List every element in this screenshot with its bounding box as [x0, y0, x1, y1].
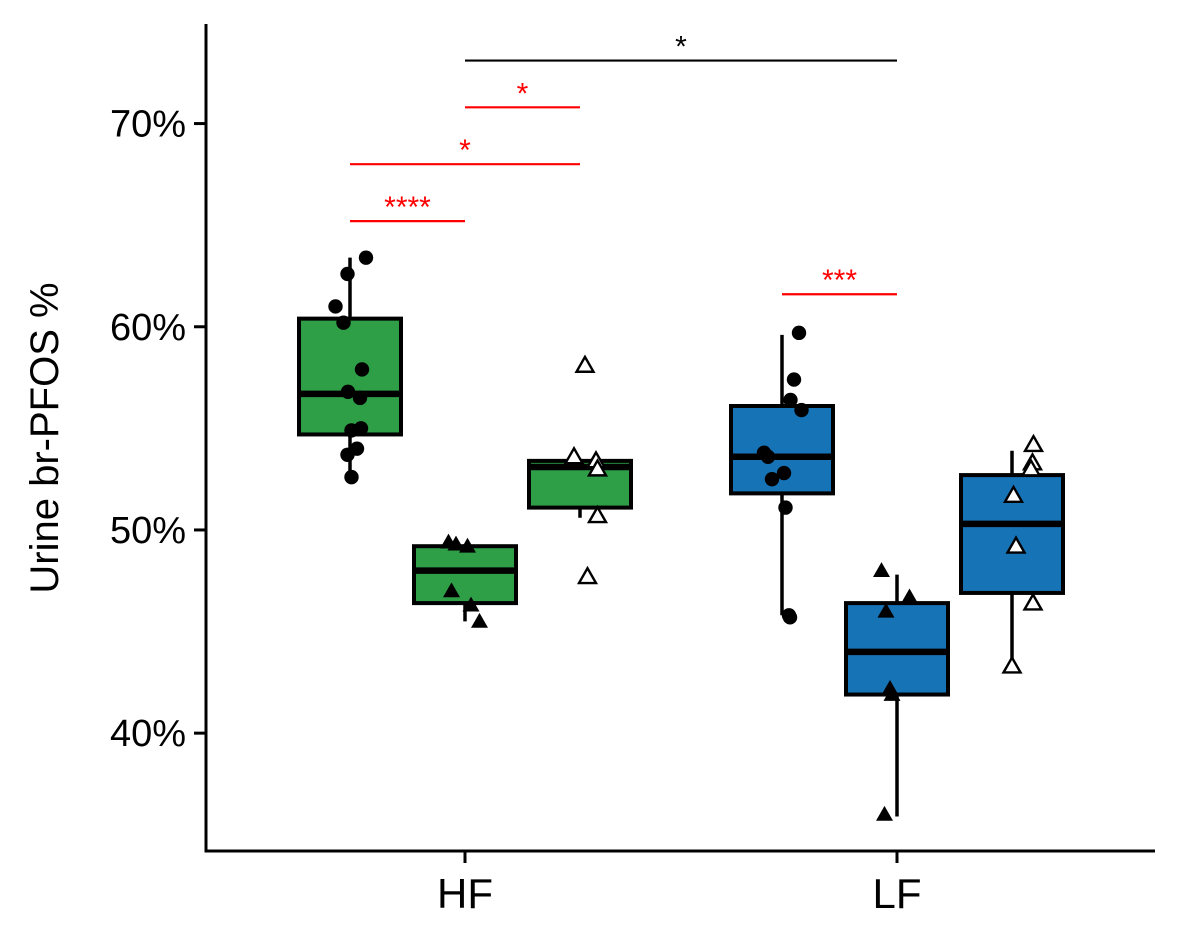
y-tick-label: 40% — [110, 713, 186, 755]
x-ticks: HF LF — [437, 851, 922, 917]
data-point — [877, 602, 895, 618]
points-lf-2 — [873, 562, 918, 821]
points-lf-1 — [756, 325, 809, 625]
data-point — [563, 445, 585, 465]
data-point — [783, 392, 798, 408]
significance-label: * — [459, 134, 471, 167]
data-point — [791, 325, 807, 341]
data-point — [344, 469, 359, 485]
data-point — [786, 372, 802, 387]
box — [297, 316, 403, 437]
data-point — [1001, 655, 1023, 674]
y-tick-label: 70% — [110, 104, 186, 146]
data-point — [1022, 433, 1045, 453]
points-hf-2 — [440, 533, 488, 628]
data-point — [358, 250, 374, 265]
data-point — [1002, 484, 1025, 503]
y-tick-label: 60% — [110, 307, 186, 349]
data-point — [471, 612, 488, 628]
data-point — [794, 402, 809, 418]
significance-bracket: * — [350, 134, 580, 167]
data-point — [447, 535, 465, 551]
points-hf-1 — [328, 250, 374, 485]
y-axis-label: Urine br-PFOS % — [23, 282, 67, 593]
data-point — [586, 458, 609, 477]
data-point — [352, 390, 368, 406]
y-tick-label: 50% — [110, 510, 186, 552]
data-point — [586, 504, 609, 524]
data-point — [778, 500, 793, 515]
significance-label: * — [517, 77, 529, 110]
x-tick-label-lf: LF — [872, 870, 921, 917]
data-point — [353, 421, 369, 436]
box-group-hf-3 — [527, 458, 633, 518]
data-point — [883, 686, 901, 701]
data-point — [576, 565, 599, 585]
data-point — [340, 447, 355, 462]
points-layer — [328, 250, 1045, 821]
x-tick-label-hf: HF — [437, 870, 493, 917]
data-point — [901, 588, 918, 604]
significance-layer: ********** — [350, 31, 897, 297]
box-group-hf-1 — [297, 257, 403, 474]
data-point — [459, 537, 476, 553]
data-point — [1005, 535, 1027, 554]
data-point — [760, 449, 776, 465]
axes-layer: 40% 50% 60% 70% HF LF — [110, 24, 1155, 917]
box-group-lf-2 — [844, 574, 950, 817]
data-point — [354, 362, 370, 377]
points-hf-3 — [563, 354, 609, 585]
box-group-lf-3 — [959, 450, 1065, 669]
significance-bracket: *** — [782, 264, 897, 297]
data-point — [328, 299, 343, 314]
data-point — [1022, 592, 1044, 611]
data-point — [462, 596, 480, 612]
data-point — [443, 582, 460, 598]
boxes-layer — [297, 257, 1065, 817]
data-point — [336, 315, 351, 330]
data-point — [873, 562, 890, 577]
significance-bracket: * — [465, 77, 580, 110]
data-point — [574, 354, 596, 373]
data-point — [782, 610, 798, 625]
significance-label: **** — [384, 191, 431, 224]
significance-bracket: **** — [350, 191, 465, 224]
points-lf-3 — [1001, 433, 1045, 674]
significance-label: *** — [822, 264, 857, 297]
data-point — [764, 471, 780, 487]
box — [729, 404, 835, 496]
box-group-hf-2 — [412, 544, 518, 622]
data-point — [340, 384, 356, 399]
significance-label: * — [675, 31, 687, 64]
data-point — [876, 805, 893, 821]
y-ticks: 40% 50% 60% 70% — [110, 104, 206, 755]
data-point — [1020, 458, 1042, 477]
significance-bracket: * — [465, 31, 897, 64]
box — [412, 544, 518, 606]
data-point — [776, 465, 792, 481]
data-point — [340, 266, 355, 282]
